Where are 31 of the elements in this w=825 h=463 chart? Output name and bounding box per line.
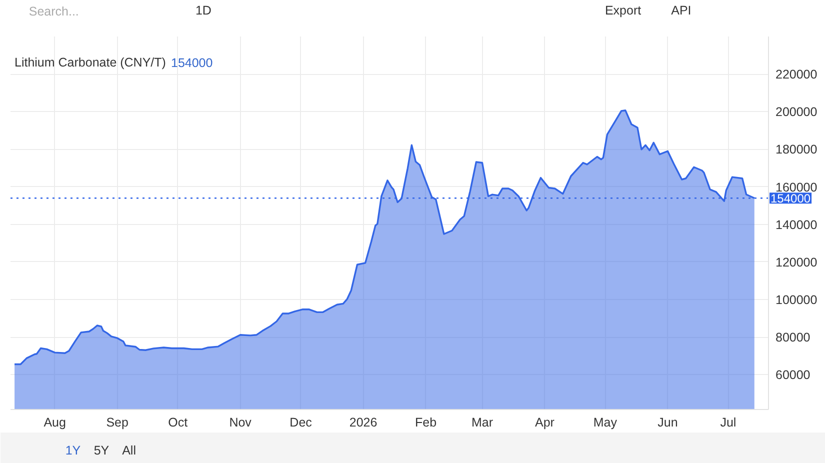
y-tick-label: 60000	[776, 368, 810, 382]
x-tick-label: Jun	[658, 416, 678, 430]
annotation: 154000	[171, 56, 213, 70]
x-tick-label: Sep	[106, 416, 129, 430]
y-tick-label: 180000	[776, 142, 818, 157]
text: Lithium Carbonate (CNY/T)	[14, 56, 166, 70]
x-tick-label: Oct	[168, 416, 188, 430]
y-tick-label: 100000	[776, 293, 818, 308]
x-tick-label: Aug	[44, 416, 66, 430]
y-tick-label: 220000	[776, 68, 818, 82]
x-tick-label: 2026	[349, 416, 378, 430]
x-tick-label: Dec	[290, 416, 312, 430]
text: 5Y	[94, 444, 110, 458]
text: 1Y	[65, 444, 82, 458]
text: Search...	[28, 4, 79, 18]
text: Export	[604, 4, 642, 18]
x-tick-label: Feb	[415, 416, 437, 430]
x-tick-label: Jul	[720, 416, 736, 430]
y-tick-label: 80000	[776, 330, 810, 345]
y-tick-label: 160000	[776, 180, 818, 194]
text: 1D	[195, 4, 212, 18]
text: API	[671, 4, 692, 18]
x-tick-label: Apr	[535, 416, 554, 430]
text: All	[122, 444, 136, 458]
x-tick-label: May	[593, 416, 618, 430]
ref-line-label: 154000	[770, 192, 811, 206]
y-tick-label: 200000	[776, 105, 818, 120]
x-tick-label: Nov	[229, 416, 252, 430]
y-tick-label: 140000	[776, 218, 818, 232]
x-tick-label: Mar	[471, 416, 493, 430]
y-tick-label: 120000	[776, 255, 818, 270]
